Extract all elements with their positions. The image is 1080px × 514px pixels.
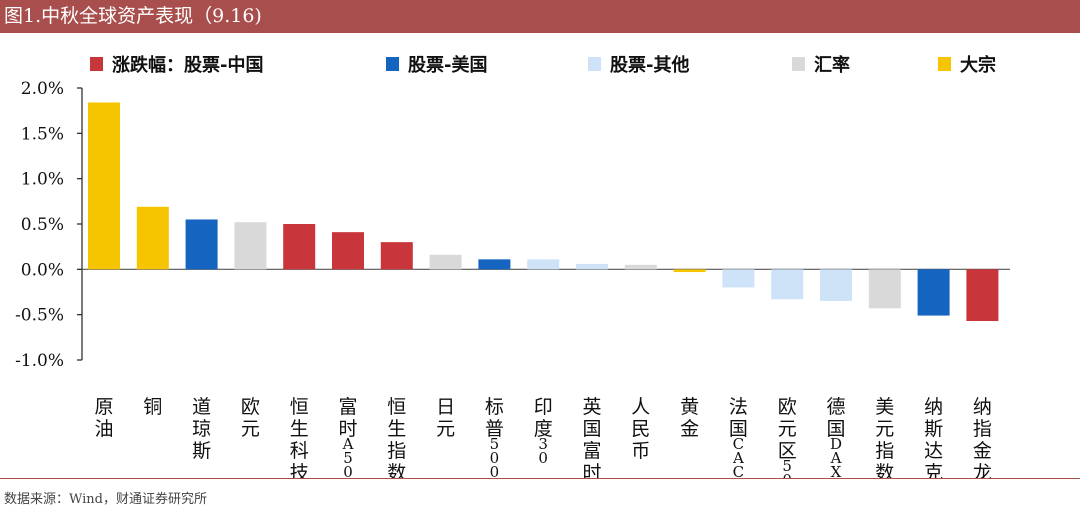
x-tick-label: 标普 5 0 0 xyxy=(485,396,504,478)
bar-chart: -1.0%-0.5%0.0%0.5%1.0%1.5%2.0% 原油铜 道琼斯欧元恒… xyxy=(15,54,1010,478)
y-tick-label: -1.0% xyxy=(15,351,64,371)
x-tick-label: 铜 xyxy=(143,396,162,418)
chart-title: 图1.中秋全球资产表现（9.16) xyxy=(0,0,1080,33)
bar xyxy=(722,269,755,288)
bar xyxy=(624,264,657,270)
bar xyxy=(820,269,852,302)
x-tick-label: 英国富时 xyxy=(582,396,601,478)
y-tick-label: 2.0% xyxy=(21,79,64,99)
x-tick-label: 原油 xyxy=(94,396,113,440)
bar xyxy=(332,232,364,270)
bar xyxy=(576,263,608,270)
bar xyxy=(673,269,706,273)
x-tick-label: 法国 C A C xyxy=(729,396,748,478)
legend-label: 股票-美国 xyxy=(407,54,487,76)
legend-swatch xyxy=(938,57,951,71)
legend-label: 汇率 xyxy=(814,54,850,76)
y-tick-label: -0.5% xyxy=(15,306,64,326)
bar xyxy=(917,269,950,316)
bars xyxy=(88,102,999,322)
bar xyxy=(380,242,413,270)
x-tick-label: 欧元 xyxy=(241,396,260,440)
x-tick-label: 德国 D A X xyxy=(826,396,845,478)
bar xyxy=(478,259,511,270)
x-tick-label: 日元 xyxy=(436,396,455,440)
legend-swatch xyxy=(792,57,805,71)
legend-swatch xyxy=(90,57,103,71)
bar xyxy=(868,269,901,309)
bar xyxy=(771,269,804,300)
legend-label: 股票-其他 xyxy=(609,54,689,76)
bar xyxy=(185,219,218,270)
x-tick-label: 道琼斯 xyxy=(192,396,211,462)
x-axis-labels: 原油 铜 道琼斯 欧元 恒生科技 富时 A 5 0 恒生指数 日元 标普 5 0 0 印度 3 0 英国富时 人民币 黄… xyxy=(94,396,991,478)
bar xyxy=(966,269,999,322)
x-tick-label: 黄金 xyxy=(680,396,699,440)
legend-label: 涨跌幅：股票-中国 xyxy=(112,54,263,76)
legend: 涨跌幅：股票-中国 股票-美国 股票-其他 汇率 大宗 xyxy=(90,54,996,76)
x-tick-label: 纳指金龙 xyxy=(973,396,992,478)
bar xyxy=(283,224,316,270)
bar xyxy=(136,206,169,270)
y-tick-label: 1.0% xyxy=(21,170,64,190)
y-tick-label: 1.5% xyxy=(21,124,64,144)
bar xyxy=(88,102,120,270)
x-tick-label: 纳斯达克 xyxy=(924,396,943,478)
bar xyxy=(234,222,267,270)
y-tick-label: 0.0% xyxy=(21,260,64,280)
legend-label: 大宗 xyxy=(960,54,996,76)
x-tick-label: 人民币 xyxy=(631,396,650,462)
source-note: 数据来源：Wind，财通证券研究所 xyxy=(4,492,207,507)
legend-swatch xyxy=(588,57,601,71)
x-tick-label: 恒生科技 xyxy=(290,396,309,478)
footer-divider xyxy=(0,478,1080,479)
bar xyxy=(527,259,560,270)
x-tick-label: 欧元区50 xyxy=(778,396,797,478)
y-tick-label: 0.5% xyxy=(21,215,64,235)
bar xyxy=(429,254,462,270)
x-tick-label: 恒生指数 xyxy=(387,396,406,478)
x-tick-label: 印度 3 0 xyxy=(534,396,553,467)
legend-swatch xyxy=(386,57,399,71)
x-tick-label: 美元指数 xyxy=(875,396,894,478)
x-tick-label: 富时 A 5 0 xyxy=(338,396,357,478)
